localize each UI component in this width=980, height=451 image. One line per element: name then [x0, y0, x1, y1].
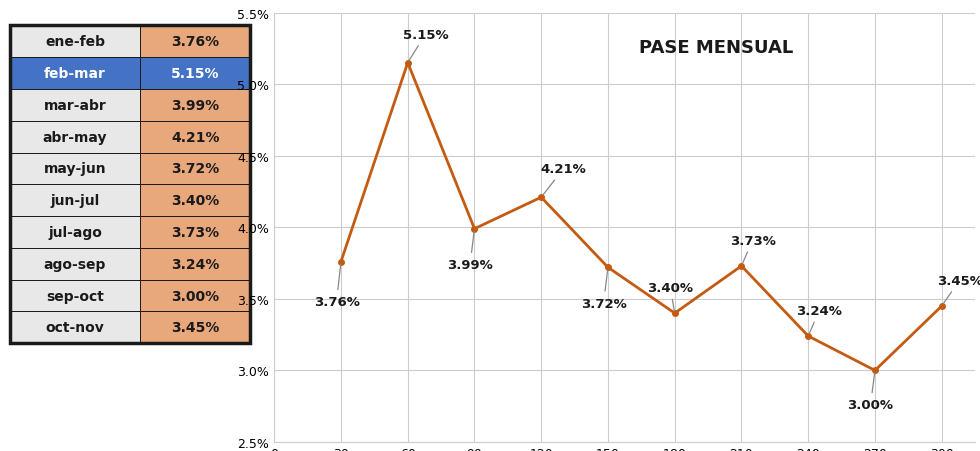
Text: 3.72%: 3.72% — [172, 162, 220, 176]
Bar — [140, 280, 250, 312]
Text: 3.40%: 3.40% — [647, 281, 693, 311]
Text: 3.99%: 3.99% — [447, 232, 493, 272]
Text: mar-abr: mar-abr — [44, 99, 107, 113]
Text: 3.76%: 3.76% — [172, 35, 220, 49]
Text: ene-feb: ene-feb — [45, 35, 105, 49]
Text: feb-mar: feb-mar — [44, 67, 106, 81]
Text: sep-oct: sep-oct — [46, 289, 104, 303]
Bar — [10, 26, 140, 58]
Text: 3.73%: 3.73% — [172, 226, 220, 239]
Bar — [10, 249, 140, 280]
Text: abr-may: abr-may — [43, 130, 107, 144]
Text: jul-ago: jul-ago — [48, 226, 102, 239]
Text: 3.40%: 3.40% — [172, 194, 220, 208]
Text: 3.45%: 3.45% — [171, 321, 220, 335]
Text: 4.21%: 4.21% — [171, 130, 220, 144]
Bar — [140, 90, 250, 121]
Bar — [140, 121, 250, 153]
Bar — [10, 280, 140, 312]
Bar — [10, 216, 140, 249]
Text: 3.72%: 3.72% — [581, 271, 626, 310]
Text: may-jun: may-jun — [44, 162, 106, 176]
Text: 3.73%: 3.73% — [730, 234, 775, 264]
Text: 3.00%: 3.00% — [172, 289, 220, 303]
Bar — [10, 185, 140, 216]
Text: 5.15%: 5.15% — [171, 67, 220, 81]
Bar — [140, 312, 250, 344]
Text: 4.21%: 4.21% — [541, 163, 586, 196]
Bar — [10, 90, 140, 121]
Text: 5.15%: 5.15% — [403, 28, 448, 61]
Bar — [10, 153, 140, 185]
Bar — [140, 185, 250, 216]
Text: jun-jul: jun-jul — [50, 194, 100, 208]
Text: 3.45%: 3.45% — [937, 274, 980, 304]
Text: oct-nov: oct-nov — [46, 321, 104, 335]
Bar — [140, 26, 250, 58]
Bar — [140, 249, 250, 280]
Text: PASE MENSUAL: PASE MENSUAL — [639, 39, 793, 57]
Bar — [10, 27, 250, 344]
Bar — [140, 153, 250, 185]
Bar — [140, 58, 250, 90]
Bar — [10, 312, 140, 344]
Text: 3.76%: 3.76% — [314, 265, 360, 308]
Text: 3.24%: 3.24% — [797, 304, 842, 334]
Bar — [10, 121, 140, 153]
Bar — [140, 216, 250, 249]
Text: ago-sep: ago-sep — [44, 257, 106, 271]
Text: 3.00%: 3.00% — [848, 373, 894, 411]
Bar — [10, 58, 140, 90]
Text: 3.99%: 3.99% — [172, 99, 220, 113]
Text: 3.24%: 3.24% — [171, 257, 220, 271]
